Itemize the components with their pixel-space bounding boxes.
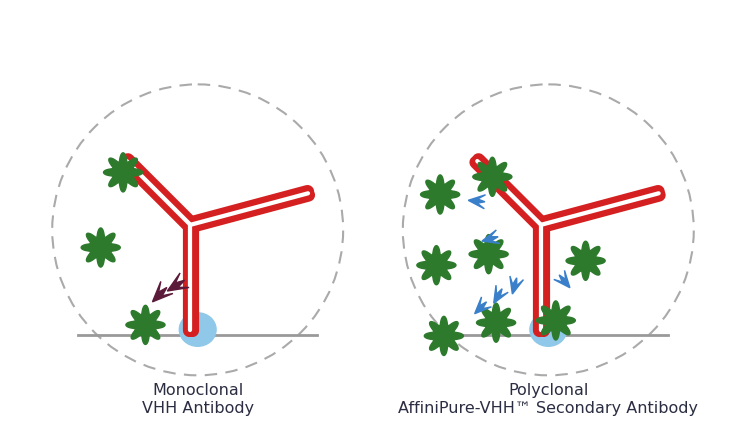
Polygon shape xyxy=(473,157,512,196)
Polygon shape xyxy=(81,228,120,267)
Polygon shape xyxy=(468,195,486,209)
Polygon shape xyxy=(421,175,460,214)
Text: Polyclonal: Polyclonal xyxy=(508,383,589,398)
Polygon shape xyxy=(482,230,500,244)
Polygon shape xyxy=(474,297,492,314)
Polygon shape xyxy=(469,235,508,274)
Polygon shape xyxy=(424,316,463,355)
Ellipse shape xyxy=(179,313,216,346)
Polygon shape xyxy=(126,305,165,344)
Ellipse shape xyxy=(530,313,567,346)
Polygon shape xyxy=(494,285,508,303)
Polygon shape xyxy=(554,271,570,288)
Polygon shape xyxy=(477,303,515,342)
Polygon shape xyxy=(566,241,605,280)
Text: VHH Antibody: VHH Antibody xyxy=(142,401,254,416)
Polygon shape xyxy=(536,301,575,340)
Polygon shape xyxy=(510,276,524,294)
Polygon shape xyxy=(152,282,173,302)
Polygon shape xyxy=(167,273,189,291)
Polygon shape xyxy=(417,246,456,285)
Text: Monoclonal: Monoclonal xyxy=(152,383,243,398)
Text: AffiniPure-VHH™ Secondary Antibody: AffiniPure-VHH™ Secondary Antibody xyxy=(398,401,698,416)
Polygon shape xyxy=(104,153,142,192)
